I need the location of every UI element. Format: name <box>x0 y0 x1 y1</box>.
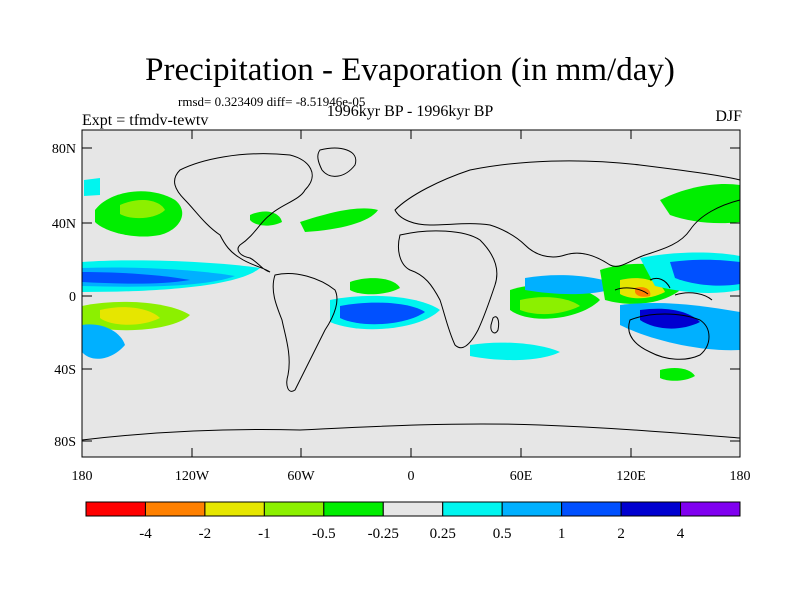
lon-label: 60W <box>287 469 315 484</box>
coastline-madagascar <box>490 316 500 334</box>
lon-label: 180 <box>72 469 93 484</box>
colorbar-swatch <box>144 501 206 517</box>
colorbar-label: -1 <box>258 526 271 542</box>
contour-sw-pacific-wet <box>82 324 125 359</box>
colorbar-swatch <box>561 501 622 517</box>
longitude-axis: 180 120W 60W 0 60E 120E 180 <box>72 130 751 484</box>
coastline-new-guinea <box>674 292 713 301</box>
pe-contour-fills <box>82 178 740 381</box>
contour-north-atlantic <box>300 208 378 232</box>
contour-south-australia-patch <box>660 368 695 381</box>
contour-pacific-itcz-core <box>82 272 190 284</box>
lon-label: 60E <box>510 469 533 484</box>
coastlines <box>81 147 741 441</box>
contour-indian-ocean-dry <box>520 297 580 315</box>
period-label: 1996kyr BP - 1996kyr BP <box>326 103 494 120</box>
coastline-eurasia <box>394 160 741 267</box>
colorbar-swatch <box>501 501 563 517</box>
colorbar: -4 -2 -1 -0.5 -0.25 0.25 0.5 1 2 4 <box>85 501 741 542</box>
colorbar-swatch <box>204 501 265 517</box>
colorbar-swatch <box>680 501 741 517</box>
lat-label: 80S <box>54 435 76 450</box>
colorbar-label: 2 <box>617 526 625 542</box>
contour-north-pacific-inner <box>120 199 165 219</box>
colorbar-swatch <box>263 501 325 517</box>
colorbar-swatch <box>442 501 503 517</box>
contour-southern-ocean-patch <box>470 342 560 361</box>
lat-label: 40S <box>54 363 76 378</box>
experiment-label: Expt = tfmdv-tewtv <box>82 112 209 129</box>
coastline-africa <box>397 230 498 349</box>
map-title: Precipitation - Evaporation (in mm/day) <box>145 52 675 88</box>
contour-spcz-core <box>640 308 700 329</box>
colorbar-label: -0.25 <box>368 526 399 542</box>
colorbar-label: 0.25 <box>430 526 456 542</box>
contour-indian-ocean-wet <box>525 275 620 295</box>
colorbar-label: 1 <box>558 526 566 542</box>
contour-south-atlantic-core <box>340 302 425 325</box>
rmsd-diff-stats: rmsd= 0.323409 diff= -8.51946e-05 <box>178 94 366 109</box>
contour-arctic-pacific <box>84 178 100 196</box>
contour-brazil-dry <box>350 278 400 295</box>
coastline-australia <box>628 313 710 360</box>
colorbar-label: -0.5 <box>312 526 336 542</box>
colorbar-swatch <box>85 501 146 517</box>
lon-label: 120E <box>616 469 646 484</box>
season-label: DJF <box>715 108 742 125</box>
colorbar-swatch <box>382 501 444 517</box>
colorbar-label: -2 <box>199 526 212 542</box>
colorbar-swatch <box>620 501 682 517</box>
lon-label: 120W <box>175 469 210 484</box>
lon-label: 0 <box>408 469 415 484</box>
coastline-antarctica <box>81 423 741 441</box>
coastline-indonesia-2 <box>649 277 671 289</box>
lat-label: 0 <box>69 290 76 305</box>
colorbar-swatch <box>323 501 384 517</box>
colorbar-label: -4 <box>139 526 152 542</box>
colorbar-label: 4 <box>677 526 685 542</box>
coastline-south-america <box>272 272 338 392</box>
latitude-axis: 80N 40N 0 40S 80S <box>52 142 740 450</box>
coastline-greenland <box>317 147 357 177</box>
contour-west-pacific-core <box>670 259 740 286</box>
colorbar-label: 0.5 <box>493 526 512 542</box>
lon-label: 180 <box>730 469 751 484</box>
coastline-indonesia-1 <box>614 287 649 295</box>
contour-south-pacific-dry-core <box>100 307 160 325</box>
lat-label: 40N <box>52 217 76 232</box>
lat-label: 80N <box>52 142 76 157</box>
contour-kuroshio <box>660 183 740 224</box>
coastline-north-america <box>174 153 313 273</box>
